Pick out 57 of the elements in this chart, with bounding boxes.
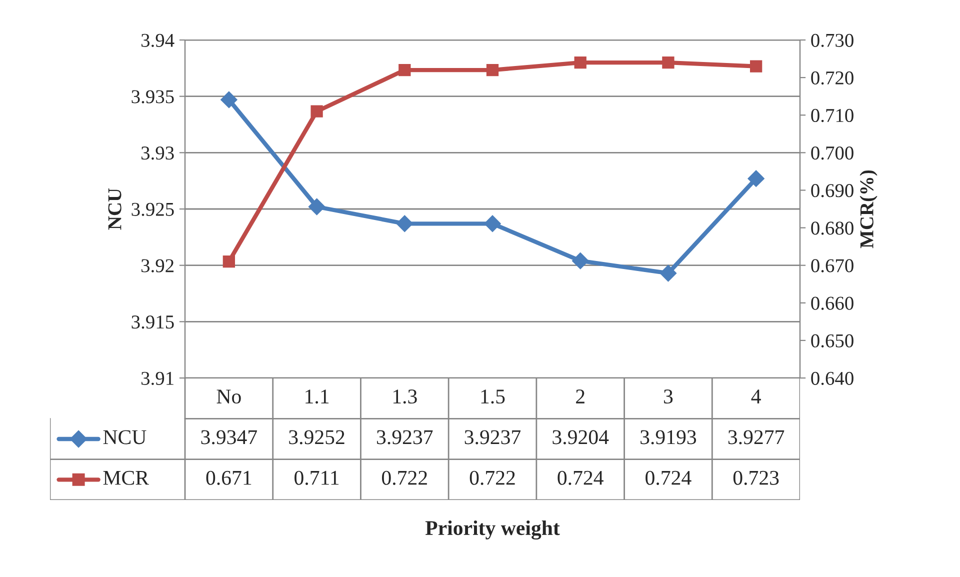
data-label: 0.722 [382,470,427,485]
data-label: 3.9252 [289,430,344,444]
y2-tick-label: 0.670 [811,259,854,272]
legend-label: MCR [103,470,149,485]
point [486,64,499,76]
point [308,198,326,216]
y-tick-label: 3.92 [141,259,174,272]
point [222,255,236,268]
point [484,215,501,232]
data-label: 0.724 [558,470,604,485]
y-axis-title: NCU [108,188,122,230]
data-label: 3.9237 [464,430,521,444]
y2-tick-label: 0.650 [811,334,854,348]
data-label: 0.671 [206,470,252,485]
data-label: 3.9277 [728,430,784,444]
y2-tick-label: 0.680 [811,222,854,235]
x-tick-label: 2 [576,390,584,404]
y-tick-label: 3.93 [141,146,174,160]
x-tick-label: No [216,390,241,404]
y-tick-label: 3.94 [141,34,174,48]
point [750,60,762,72]
y2-axis-title: MCR(%) [860,170,878,248]
text: Priority weight [425,520,560,540]
data-label: 0.724 [646,470,692,485]
y2-tick-label: 0.640 [811,372,854,386]
y2-tick-label: 0.660 [811,296,854,310]
data-label: 0.722 [470,470,515,485]
data-label: 0.723 [733,470,779,485]
y2-tick-label: 0.700 [811,146,854,160]
y2-tick-label: 0.730 [811,34,854,48]
data-label: 3.9347 [201,430,257,444]
data-label: 0.711 [294,470,339,485]
y2-tick-label: 0.720 [811,71,854,85]
point [398,64,411,76]
point [662,56,674,69]
x-tick-label: 1.1 [306,390,329,404]
x-tick-label: 4 [751,390,761,404]
point [574,56,586,69]
data-label: 3.9237 [376,430,433,444]
point [660,264,677,282]
legend-label: NCU [103,430,146,444]
y-tick-label: 3.915 [132,316,174,329]
point [396,215,414,232]
x-tick-label: 3 [664,390,673,404]
data-label: 3.9193 [640,430,696,444]
point [748,170,764,187]
y-tick-label: 3.91 [141,372,174,386]
y-tick-label: 3.935 [132,90,174,104]
point [220,91,238,108]
point [572,252,589,270]
point [310,105,323,118]
y-tick-label: 3.925 [132,202,174,216]
y2-tick-label: 0.710 [811,108,854,122]
y2-tick-label: 0.690 [811,184,854,198]
x-tick-label: 1.5 [481,390,505,404]
data-label: 3.9204 [552,430,609,444]
x-tick-label: 1.3 [393,390,417,404]
